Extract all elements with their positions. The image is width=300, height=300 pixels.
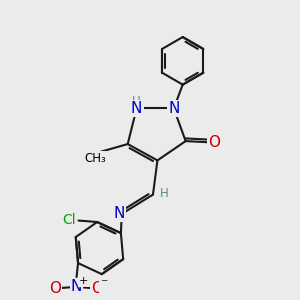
Text: H: H [132, 95, 141, 108]
Text: N: N [131, 101, 142, 116]
Text: +: + [78, 276, 88, 286]
Text: O: O [91, 280, 103, 296]
Text: ⁻: ⁻ [100, 278, 107, 292]
Text: H: H [160, 187, 169, 200]
Text: N: N [71, 279, 82, 294]
Text: O: O [49, 280, 61, 296]
Text: CH₃: CH₃ [84, 152, 106, 165]
Text: Cl: Cl [63, 213, 76, 226]
Text: N: N [113, 206, 124, 221]
Text: N: N [168, 101, 179, 116]
Text: O: O [208, 135, 220, 150]
